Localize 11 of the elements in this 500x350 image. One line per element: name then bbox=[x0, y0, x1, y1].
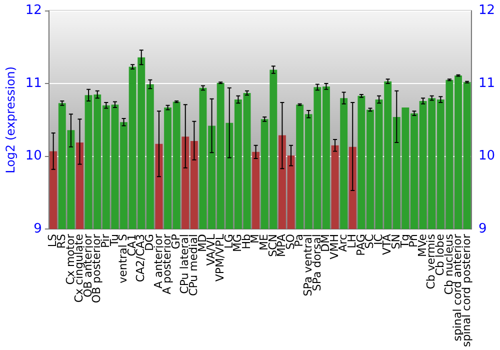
y2-tick-label: 11 bbox=[478, 76, 496, 91]
y-tick-label: 11 bbox=[25, 76, 42, 91]
y-tick-label: 9 bbox=[34, 221, 42, 236]
y2-tick-label: 12 bbox=[478, 3, 496, 18]
y-tick-label: 10 bbox=[25, 148, 42, 164]
y-axis-title: Log2 (expression) bbox=[3, 66, 18, 174]
y-tick-label: 12 bbox=[25, 3, 42, 18]
x-tick-label: OB posterior bbox=[90, 234, 104, 304]
y2-tick-label: 10 bbox=[478, 148, 496, 164]
y2-tick-label: 9 bbox=[478, 221, 487, 236]
x-tick-label: A posterior bbox=[160, 234, 174, 294]
